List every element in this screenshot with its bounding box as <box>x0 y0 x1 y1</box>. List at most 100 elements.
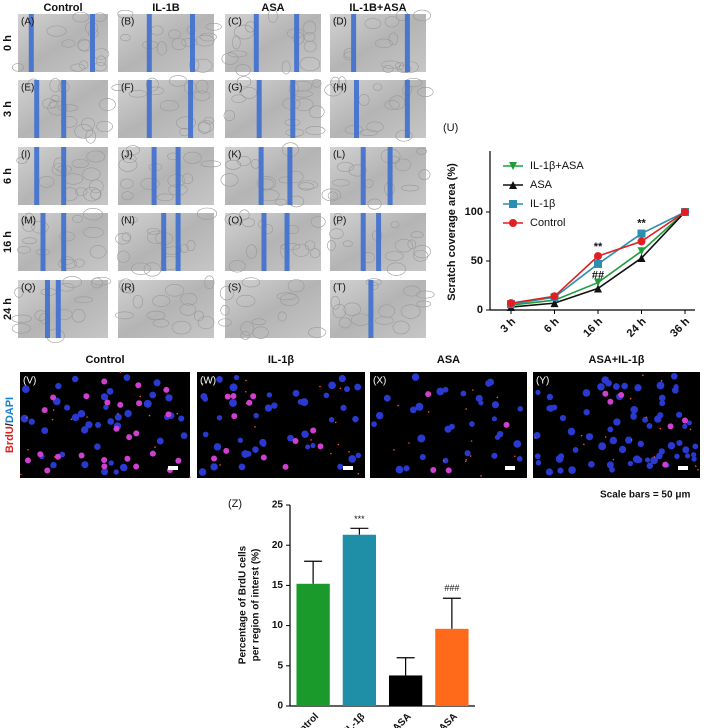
dapi-nucleus <box>613 418 621 426</box>
dapi-nucleus <box>658 394 666 402</box>
dapi-nucleus <box>692 443 699 450</box>
dapi-nucleus <box>216 376 223 383</box>
cell-texture <box>418 169 431 181</box>
cell-texture <box>342 240 353 248</box>
cell-texture <box>85 129 96 144</box>
brdu-speck <box>469 455 472 457</box>
cell-texture <box>239 209 250 221</box>
brdu-nucleus <box>124 455 131 462</box>
scratch-edge <box>190 14 195 72</box>
cell-texture <box>179 303 196 316</box>
cell-texture <box>203 116 215 125</box>
dapi-nucleus <box>101 468 109 476</box>
marker <box>637 229 646 238</box>
dapi-nucleus <box>328 381 336 390</box>
cell-texture <box>171 37 187 50</box>
annotation: ## <box>592 270 604 282</box>
brdu-speck <box>429 392 431 394</box>
cell-texture <box>348 164 367 177</box>
cell-texture <box>204 275 215 289</box>
dapi-nucleus <box>153 379 161 387</box>
dapi-nucleus <box>94 421 102 428</box>
annotation: ** <box>637 218 646 230</box>
scratch-edge <box>360 147 366 205</box>
brdu-speck <box>397 404 399 407</box>
cell-texture <box>73 296 93 304</box>
cell-texture <box>267 8 278 23</box>
dapi-nucleus <box>491 401 500 409</box>
dapi-nucleus <box>682 446 690 454</box>
dapi-nucleus <box>676 411 683 418</box>
cell-texture <box>277 311 287 322</box>
dapi-nucleus <box>338 374 346 383</box>
cell-texture <box>183 151 202 164</box>
dapi-nucleus <box>292 389 300 397</box>
y-axis-label: BrdU/DAPI <box>4 397 16 453</box>
cell-texture <box>329 228 344 240</box>
dapi-nucleus <box>572 447 579 453</box>
brdu-speck <box>630 439 633 441</box>
brdu-speck <box>189 476 191 479</box>
scratch-edge <box>351 14 357 72</box>
cell-texture <box>386 262 406 276</box>
cell-texture <box>120 178 134 189</box>
cell-texture <box>416 147 427 155</box>
cell-texture <box>168 75 188 87</box>
scratch-edge <box>376 213 382 271</box>
brdu-speck <box>226 395 229 398</box>
dapi-nucleus <box>657 412 664 419</box>
column-header: ASA+IL-1β <box>589 354 645 366</box>
brdu-speck <box>219 464 221 466</box>
cell-texture <box>132 294 144 309</box>
scale-bar <box>678 466 688 470</box>
cell-texture <box>72 214 83 223</box>
dapi-nucleus <box>113 469 119 475</box>
brdu-nucleus <box>211 455 218 462</box>
cell-texture <box>95 55 107 67</box>
brdu-nucleus <box>231 413 238 420</box>
y-tick-label: 20 <box>272 540 284 551</box>
cell-texture <box>78 60 89 70</box>
dapi-nucleus <box>323 392 330 399</box>
cell-texture <box>311 78 322 88</box>
cell-texture <box>152 295 171 307</box>
dapi-nucleus <box>395 465 404 474</box>
panel-label: (E) <box>21 83 34 94</box>
y-tick-label: 0 <box>477 304 483 316</box>
cell-texture <box>58 259 77 269</box>
brdu-nucleus <box>83 393 90 400</box>
brdu-nucleus <box>430 466 437 473</box>
cell-texture <box>252 326 269 339</box>
cell-texture <box>22 219 36 232</box>
dapi-nucleus <box>559 414 567 422</box>
cell-texture <box>115 311 135 320</box>
dapi-nucleus <box>621 382 628 390</box>
brdu-nucleus <box>163 386 170 393</box>
dapi-nucleus <box>354 383 362 391</box>
scale-note: Scale bars = 50 μm <box>600 490 690 501</box>
brdu-speck <box>393 449 395 451</box>
dapi-nucleus <box>94 443 101 450</box>
cell-texture <box>140 177 160 190</box>
cell-texture <box>143 262 162 277</box>
brdu-nucleus <box>41 407 48 414</box>
legend-label: ASA <box>530 179 553 191</box>
x-tick-label: 36 h <box>668 315 692 339</box>
brdu-nucleus <box>54 453 61 460</box>
cell-texture <box>205 22 222 31</box>
cell-texture <box>338 317 352 329</box>
cell-texture <box>71 309 86 323</box>
fluorescence-image <box>197 372 365 478</box>
cell-texture <box>396 64 412 73</box>
x-tick-label: IL-1β <box>343 711 368 728</box>
dapi-nucleus <box>213 443 222 451</box>
dapi-nucleus <box>180 432 188 439</box>
dapi-nucleus <box>383 394 391 402</box>
brdu-speck <box>334 421 337 424</box>
brdu-nucleus <box>445 467 452 474</box>
cell-texture <box>121 191 134 201</box>
x-tick-label: 16 h <box>581 315 605 339</box>
column-header: ASA <box>437 354 460 366</box>
cell-texture <box>287 279 305 293</box>
dapi-nucleus <box>676 439 683 447</box>
